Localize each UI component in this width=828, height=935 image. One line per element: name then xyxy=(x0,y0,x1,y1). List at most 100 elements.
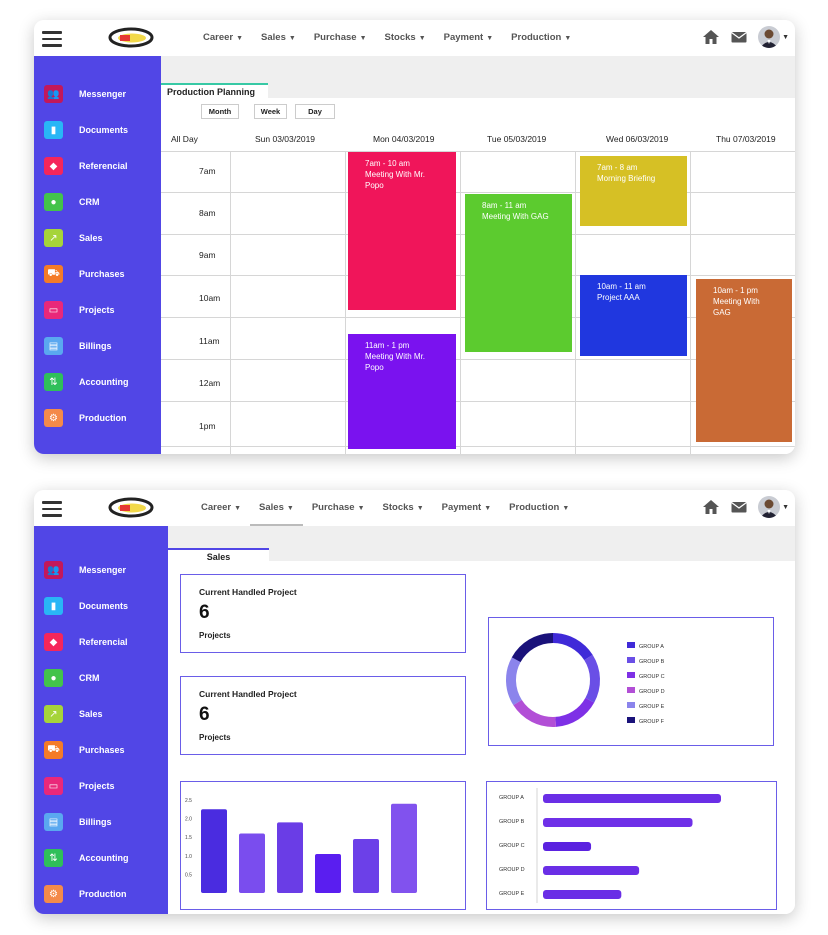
bar xyxy=(201,809,227,893)
calendar-event[interactable]: 10am - 1 pm Meeting With GAG xyxy=(696,279,792,442)
sidebar-item-label: Purchases xyxy=(79,745,125,755)
mail-icon[interactable] xyxy=(730,28,748,46)
donut-chart-card: GROUP A GROUP B GROUP C GROUP D GROUP E GROUP… xyxy=(488,617,774,746)
card-icon: ▭ xyxy=(44,777,63,795)
calendar-event[interactable]: 8am - 11 am Meeting With GAG xyxy=(465,194,572,352)
sidebar-item-production[interactable]: ⚙ Production xyxy=(44,884,127,904)
time-label: 10am xyxy=(199,293,221,303)
calendar-event[interactable]: 10am - 11 am Project AAA xyxy=(580,275,687,356)
nav-payment[interactable]: Payment ▼ xyxy=(441,502,492,513)
avatar[interactable] xyxy=(758,496,781,518)
chevron-down-icon: ▼ xyxy=(286,505,294,512)
sidebar-item-label: Projects xyxy=(79,305,115,315)
category-label: GROUP E xyxy=(499,891,525,897)
bar xyxy=(391,803,417,893)
cube-icon: ◆ xyxy=(44,633,63,651)
sidebar-item-billings[interactable]: ▤ Billings xyxy=(44,336,112,356)
users-icon: 👥 xyxy=(44,85,63,103)
sidebar-item-label: Production xyxy=(79,889,127,899)
legend-label: GROUP B xyxy=(639,659,665,665)
brand-logo[interactable] xyxy=(108,25,154,50)
menu-icon[interactable] xyxy=(42,31,62,47)
chevron-down-icon[interactable]: ▼ xyxy=(782,503,789,511)
nav-production[interactable]: Production ▼ xyxy=(509,502,570,513)
sidebar-item-sales[interactable]: ↗ Sales xyxy=(44,228,103,248)
calendar-event[interactable]: 7am - 10 am Meeting With Mr. Popo xyxy=(348,152,456,310)
sidebar-item-accounting[interactable]: ⇅ Accounting xyxy=(44,848,129,868)
gear-icon: ⚙ xyxy=(44,885,63,903)
main-nav: Career ▼ Sales ▼ Purchase ▼ Stocks ▼ Payment… xyxy=(194,20,580,56)
bar xyxy=(239,833,265,893)
nav-payment[interactable]: Payment ▼ xyxy=(443,32,494,43)
bar-chart: 2.5 2.0 1.5 1.0 0.5 xyxy=(185,798,417,893)
brand-logo[interactable] xyxy=(108,495,154,520)
home-icon[interactable] xyxy=(702,28,720,46)
nav-sales[interactable]: Sales ▼ xyxy=(261,32,296,43)
mail-icon[interactable] xyxy=(730,498,748,516)
nav-purchase[interactable]: Purchase ▼ xyxy=(311,502,365,513)
sidebar-item-projects[interactable]: ▭ Projects xyxy=(44,776,115,796)
avatar[interactable] xyxy=(758,26,781,48)
calendar-event[interactable]: 7am - 8 am Morning Briefing xyxy=(580,156,687,226)
kpi-card: Current Handled Project 6 Projects xyxy=(180,676,466,755)
sidebar-item-purchases[interactable]: ⛟ Purchases xyxy=(44,740,125,760)
sidebar-item-referencial[interactable]: ◆ Referencial xyxy=(44,632,128,652)
chevron-down-icon[interactable]: ▼ xyxy=(782,33,789,41)
sidebar-item-messenger[interactable]: 👥 Messenger xyxy=(44,560,126,580)
top-navbar: Career ▼ Sales ▼ Purchase ▼ Stocks ▼ Payment… xyxy=(34,20,795,57)
sidebar-item-label: CRM xyxy=(79,673,100,683)
menu-icon[interactable] xyxy=(42,501,62,517)
nav-stocks[interactable]: Stocks ▼ xyxy=(384,32,426,43)
bar-chart-card: 2.5 2.0 1.5 1.0 0.5 xyxy=(180,781,466,910)
time-label: 9am xyxy=(199,250,216,260)
tab-sales[interactable]: Sales xyxy=(168,548,269,563)
sidebar-item-purchases[interactable]: ⛟ Purchases xyxy=(44,264,125,284)
donut-slice xyxy=(511,633,554,663)
nav-sales[interactable]: Sales ▼ xyxy=(250,490,303,526)
sidebar-item-documents[interactable]: ▮ Documents xyxy=(44,120,128,140)
sidebar-item-label: Referencial xyxy=(79,161,128,171)
trend-icon: ↗ xyxy=(44,229,63,247)
gear-icon: ⚙ xyxy=(44,409,63,427)
donut-slice xyxy=(513,699,556,727)
sales-panel: Sales Current Handled Project 6 Projects… xyxy=(168,526,795,914)
event-time: 11am - 1 pm xyxy=(365,341,410,350)
sidebar-item-documents[interactable]: ▮ Documents xyxy=(44,596,128,616)
sidebar-item-projects[interactable]: ▭ Projects xyxy=(44,300,115,320)
sidebar-item-crm[interactable]: ● CRM xyxy=(44,192,100,212)
nav-career[interactable]: Career ▼ xyxy=(201,502,242,513)
sidebar-item-sales[interactable]: ↗ Sales xyxy=(44,704,103,724)
bar xyxy=(277,822,303,893)
legend-label: GROUP A xyxy=(639,644,664,650)
nav-production[interactable]: Production ▼ xyxy=(511,32,572,43)
chevron-down-icon: ▼ xyxy=(357,505,365,512)
sidebar-item-label: Messenger xyxy=(79,565,127,575)
legend-swatch xyxy=(627,642,635,648)
sidebar-item-label: Accounting xyxy=(79,853,129,863)
event-time: 7am - 8 am xyxy=(597,163,638,172)
sidebar-item-billings[interactable]: ▤ Billings xyxy=(44,812,112,832)
sidebar-item-accounting[interactable]: ⇅ Accounting xyxy=(44,372,129,392)
sidebar-item-label: Sales xyxy=(79,709,103,719)
file-icon: ▤ xyxy=(44,337,63,355)
sidebar-item-messenger[interactable]: 👥 Messenger xyxy=(44,84,126,104)
legend-swatch xyxy=(627,672,635,678)
event-time: 7am - 10 am xyxy=(365,159,410,168)
clipboard-icon: ▮ xyxy=(44,597,63,615)
legend-label: GROUP F xyxy=(639,719,665,725)
sidebar-item-crm[interactable]: ● CRM xyxy=(44,668,100,688)
nav-career[interactable]: Career ▼ xyxy=(203,32,244,43)
nav-purchase[interactable]: Purchase ▼ xyxy=(313,32,367,43)
category-label: GROUP D xyxy=(499,867,525,873)
home-icon[interactable] xyxy=(702,498,720,516)
event-title: Morning Briefing xyxy=(597,174,656,183)
week-view-button[interactable]: Week xyxy=(254,104,287,119)
sidebar-item-production[interactable]: ⚙ Production xyxy=(44,408,127,428)
day-view-button[interactable]: Day xyxy=(295,104,335,119)
nav-stocks[interactable]: Stocks ▼ xyxy=(382,502,424,513)
month-view-button[interactable]: Month xyxy=(201,104,239,119)
legend-swatch xyxy=(627,717,635,723)
sidebar-item-referencial[interactable]: ◆ Referencial xyxy=(44,156,128,176)
calendar-event[interactable]: 11am - 1 pm Meeting With Mr. Popo xyxy=(348,334,456,449)
tab-production-planning[interactable]: Production Planning xyxy=(161,83,268,99)
